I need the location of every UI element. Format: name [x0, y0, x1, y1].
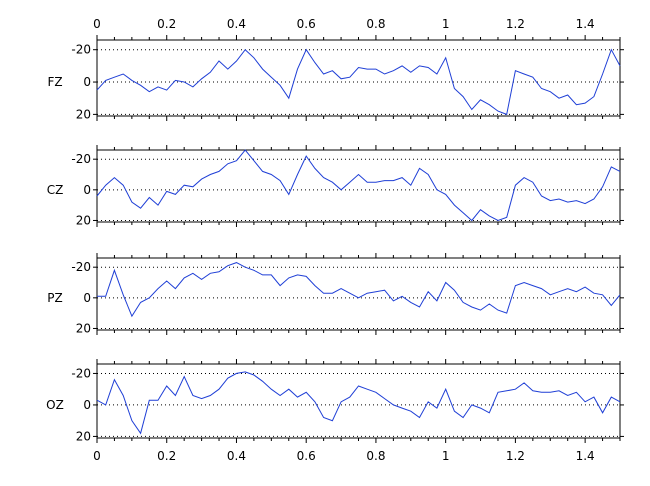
xtick-label-top-6: 1.2: [506, 17, 525, 31]
xtick-label-bottom-3: 0.6: [297, 449, 316, 463]
eeg-trace-pz: [97, 262, 621, 318]
channel-panel-pz: -20 0 20 PZ: [47, 253, 624, 335]
plot-frame-oz: [96, 363, 621, 439]
xtick-label-bottom-2: 0.4: [227, 449, 246, 463]
ytick-label-fz-1: 0: [83, 75, 91, 89]
channel-label-pz: PZ: [47, 291, 62, 305]
ytick-label-oz-2: 20: [76, 429, 91, 443]
eeg-trace-oz: [96, 371, 621, 435]
channel-label-oz: OZ: [46, 398, 64, 412]
xtick-label-bottom-1: 0.2: [157, 449, 176, 463]
ytick-label-cz-0: -20: [71, 152, 91, 166]
xtick-label-bottom-7: 1.4: [576, 449, 595, 463]
channel-panel-cz: -20 0 20 CZ: [47, 145, 624, 227]
plot-frame-cz: [96, 149, 621, 223]
xtick-label-top-1: 0.2: [157, 17, 176, 31]
xtick-label-bottom-4: 0.8: [366, 449, 385, 463]
ytick-label-oz-0: -20: [71, 366, 91, 380]
channel-label-cz: CZ: [47, 183, 64, 197]
xtick-label-top-3: 0.6: [297, 17, 316, 31]
ytick-label-cz-2: 20: [76, 213, 91, 227]
ytick-label-cz-1: 0: [83, 183, 91, 197]
ytick-label-oz-1: 0: [83, 398, 91, 412]
xtick-label-top-0: 0: [93, 17, 101, 31]
eeg-trace-cz: [96, 149, 621, 222]
ytick-label-fz-2: 20: [76, 107, 91, 121]
ytick-label-pz-0: -20: [71, 260, 91, 274]
xtick-label-top-4: 0.8: [366, 17, 385, 31]
xtick-label-top-2: 0.4: [227, 17, 246, 31]
plot-frame-pz: [96, 257, 621, 331]
xtick-label-bottom-0: 0: [93, 449, 101, 463]
xtick-label-bottom-6: 1.2: [506, 449, 525, 463]
plot-frame-fz: [96, 39, 621, 117]
channel-label-fz: FZ: [47, 75, 62, 89]
xtick-label-top-5: 1: [442, 17, 450, 31]
channel-panel-fz: -20 0 20 FZ: [47, 35, 624, 121]
ytick-label-pz-2: 20: [76, 321, 91, 335]
eeg-trace-fz: [96, 48, 621, 116]
xtick-label-top-7: 1.4: [576, 17, 595, 31]
xtick-label-bottom-5: 1: [442, 449, 450, 463]
ytick-label-fz-0: -20: [71, 43, 91, 57]
channel-panel-oz: -20 0 20 OZ: [46, 359, 624, 443]
ytick-label-pz-1: 0: [83, 291, 91, 305]
